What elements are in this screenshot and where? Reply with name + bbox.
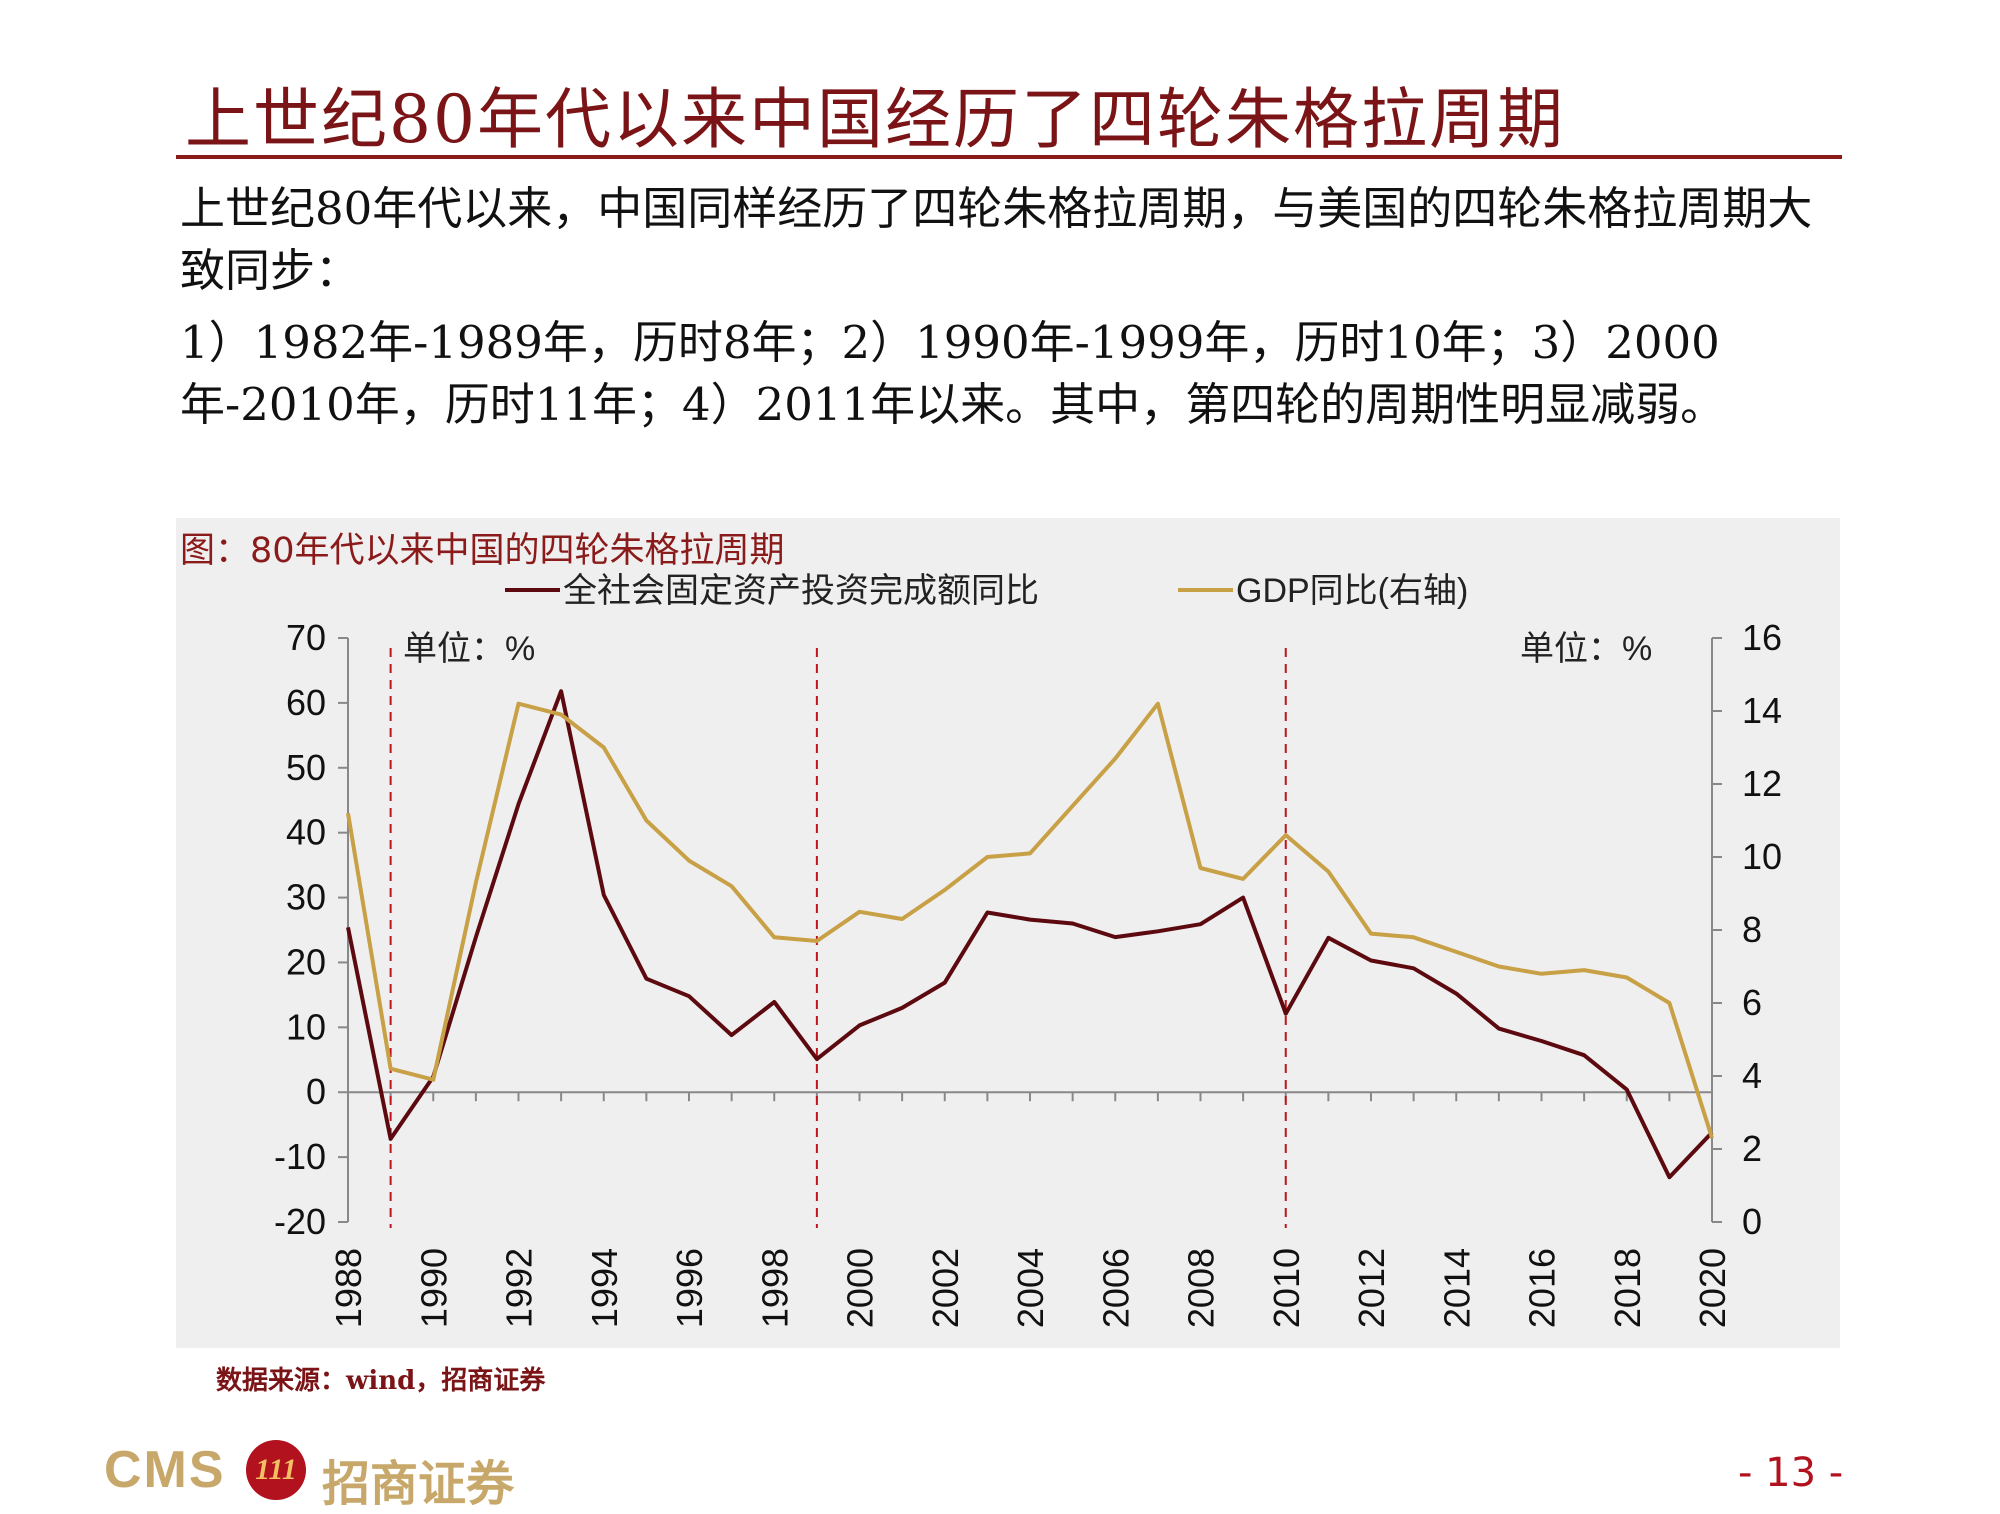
cycles-paragraph: 1）1982年-1989年，历时8年；2）1990年-1999年，历时10年；3…: [180, 316, 1726, 431]
page-number: - 13 -: [1738, 1450, 1844, 1496]
data-source: 数据来源：wind，招商证券: [216, 1366, 546, 1396]
page-title: 上世纪80年代以来中国经历了四轮朱格拉周期: [185, 81, 1565, 158]
brand-logo-icon: 111: [246, 1440, 306, 1500]
summary-paragraph: 上世纪80年代以来，中国同样经历了四轮朱格拉周期，与美国的四轮朱格拉周期大致同步…: [180, 182, 1813, 297]
title-divider: [176, 155, 1842, 159]
chart-panel: [176, 518, 1840, 1348]
brand-logo-latin: CMS: [104, 1441, 226, 1499]
chart-caption: 图：80年代以来中国的四轮朱格拉周期: [180, 531, 785, 571]
brand-logo-cn: 招商证券: [322, 1456, 515, 1512]
